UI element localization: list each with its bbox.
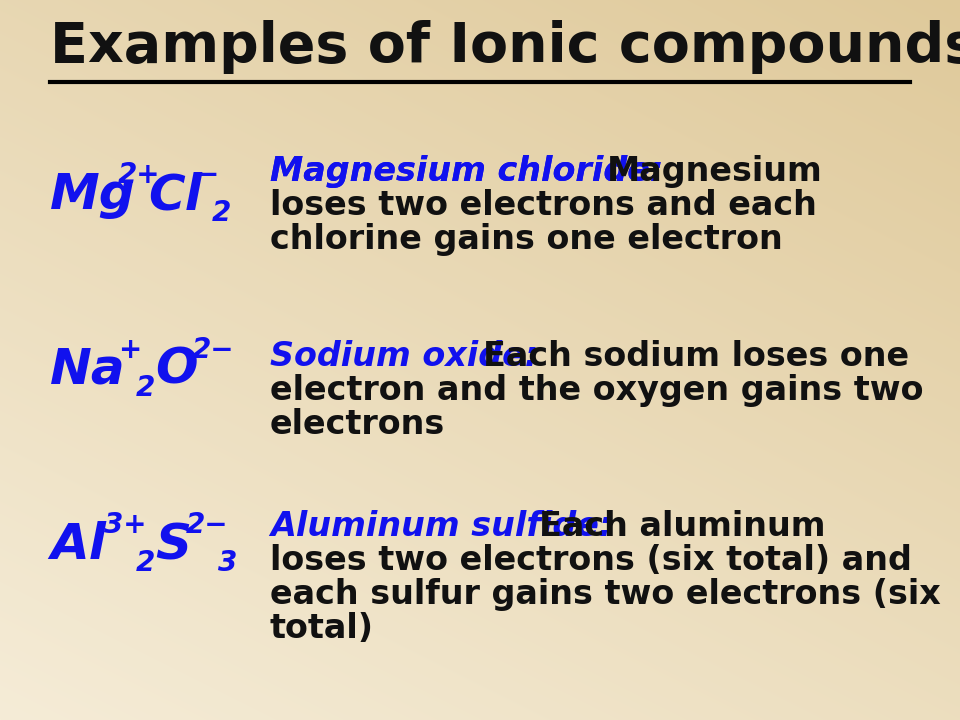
Text: Na: Na (50, 346, 126, 394)
Text: O: O (155, 346, 198, 394)
Text: 2−: 2− (186, 511, 228, 539)
Text: Each aluminum: Each aluminum (539, 510, 826, 543)
Text: Examples of Ionic compounds: Examples of Ionic compounds (50, 20, 960, 74)
Text: electron and the oxygen gains two: electron and the oxygen gains two (270, 374, 924, 407)
Text: S: S (155, 521, 191, 569)
Text: +: + (118, 336, 141, 364)
Text: electrons: electrons (270, 408, 445, 441)
Text: loses two electrons and each: loses two electrons and each (270, 189, 817, 222)
Text: −: − (196, 161, 219, 189)
Text: chlorine gains one electron: chlorine gains one electron (270, 223, 782, 256)
Text: Cl: Cl (148, 171, 202, 219)
Text: Al: Al (50, 521, 106, 569)
Text: Magnesium chloride:: Magnesium chloride: (270, 155, 663, 188)
Text: Magnesium: Magnesium (607, 155, 823, 188)
Text: loses two electrons (six total) and: loses two electrons (six total) and (270, 544, 912, 577)
Text: 3+: 3+ (104, 511, 147, 539)
Text: Mg: Mg (50, 171, 135, 219)
Text: 2+: 2+ (118, 161, 160, 189)
Text: Sodium oxide:: Sodium oxide: (270, 340, 550, 373)
Text: 2: 2 (212, 199, 231, 227)
Text: Aluminum sulfide:: Aluminum sulfide: (270, 510, 624, 543)
Text: each sulfur gains two electrons (six: each sulfur gains two electrons (six (270, 578, 941, 611)
Text: Each sodium loses one: Each sodium loses one (483, 340, 909, 373)
Text: Magnesium chloride:: Magnesium chloride: (270, 155, 675, 188)
Text: total): total) (270, 612, 374, 645)
Text: 2−: 2− (192, 336, 234, 364)
Text: 2: 2 (136, 374, 156, 402)
Text: 2: 2 (136, 549, 156, 577)
Text: 3: 3 (218, 549, 237, 577)
